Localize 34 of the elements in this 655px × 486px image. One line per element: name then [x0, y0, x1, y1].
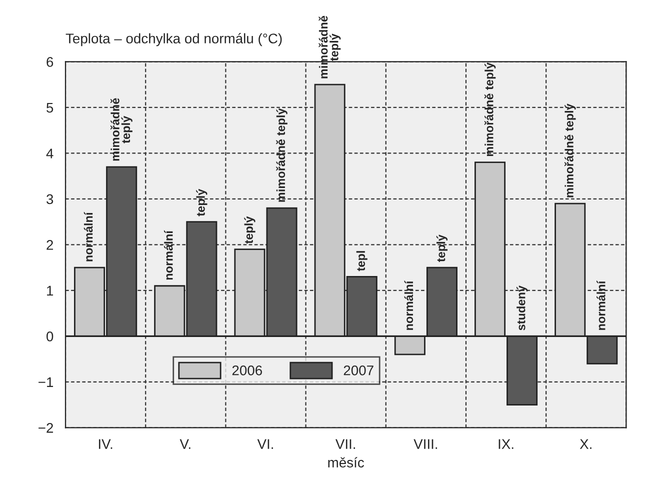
y-tick-label: −1 [38, 377, 54, 387]
y-tick-label: 4 [46, 148, 54, 158]
data-label: normální [596, 280, 606, 330]
data-label: teplý [244, 216, 256, 244]
x-tick-label: V. [180, 439, 190, 449]
legend-label: 2006 [232, 365, 262, 376]
data-label: mimořádně teplý [276, 108, 288, 202]
x-tick-label: VIII. [414, 439, 438, 449]
x-tick-label: IX. [498, 439, 514, 449]
data-label: normální [84, 212, 93, 262]
y-tick-label: 3 [46, 194, 54, 204]
x-axis-title: měsíc [328, 457, 364, 468]
y-tick-label: −2 [38, 423, 53, 433]
x-tick-label: VI. [257, 439, 273, 449]
x-tick-label: IV. [98, 439, 112, 449]
legend-label: 2007 [344, 365, 374, 376]
data-label: mimořádně teplý [110, 98, 132, 161]
data-label: tepl [356, 251, 368, 272]
y-tick-label: 1 [47, 286, 54, 296]
data-label: normální [164, 230, 173, 280]
data-label: normální [404, 280, 414, 330]
data-label: mimořádně teplý [564, 104, 576, 198]
data-label: teplý [196, 188, 208, 216]
y-axis-title: Teplota – odchylka od normálu (°C) [66, 33, 282, 46]
y-tick-label: 0 [46, 332, 54, 342]
x-tick-label: VII. [335, 439, 355, 449]
data-label: mimořádně teplý [318, 16, 341, 78]
y-tick-label: 6 [46, 57, 54, 67]
y-tick-label: 2 [46, 240, 53, 250]
data-label: teplý [436, 234, 448, 262]
data-label: mimořádně teplý [484, 62, 496, 156]
data-label: studený [516, 286, 528, 330]
x-tick-label: X. [580, 439, 592, 449]
y-tick-label: 5 [46, 102, 54, 113]
